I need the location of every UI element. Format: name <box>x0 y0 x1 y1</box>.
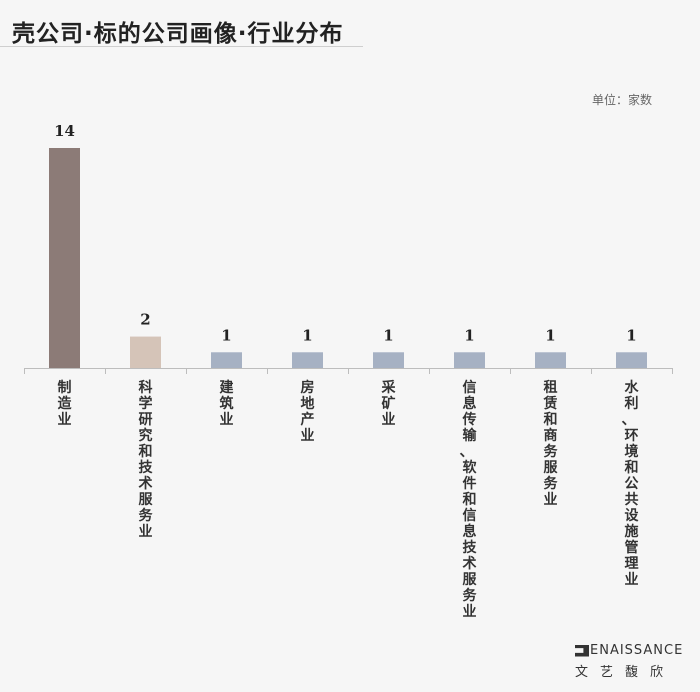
bar <box>454 352 485 368</box>
bar <box>616 352 647 368</box>
category-label: 房地产业 <box>301 379 315 444</box>
bar <box>535 352 566 368</box>
category-label: 制造业 <box>58 379 72 428</box>
unit-label: 单位：家数 <box>592 93 653 107</box>
bar <box>49 148 80 368</box>
bar <box>211 352 242 368</box>
brand-chinese: 文艺馥欣 <box>575 665 676 680</box>
brand-english: ENAISSANCE <box>590 643 684 658</box>
category-label: 租赁和商务服务业 <box>543 379 559 508</box>
data-label: 1 <box>221 326 231 344</box>
data-label: 1 <box>383 326 393 344</box>
renaissance-logo-icon <box>575 644 589 657</box>
data-label: 1 <box>545 326 555 344</box>
data-label: 1 <box>626 326 636 344</box>
data-label: 14 <box>54 122 75 140</box>
data-label: 2 <box>140 311 150 329</box>
data-label: 1 <box>302 326 312 344</box>
category-label: 信息传输、软件和信息技术服务业 <box>460 379 478 620</box>
category-label: 建筑业 <box>220 379 234 428</box>
bar <box>130 336 161 368</box>
brand-logo: ENAISSANCE 文艺馥欣 <box>575 643 690 680</box>
bar <box>373 352 404 368</box>
data-label: 1 <box>464 326 474 344</box>
category-label: 科学研究和技术服务业 <box>139 379 154 540</box>
bar <box>292 352 323 368</box>
page-title: 壳公司·标的公司画像·行业分布 <box>12 21 344 47</box>
title-divider <box>0 46 363 47</box>
category-label: 采矿业 <box>381 379 397 428</box>
category-label: 水利、环境和公共设施管理业 <box>622 379 640 588</box>
